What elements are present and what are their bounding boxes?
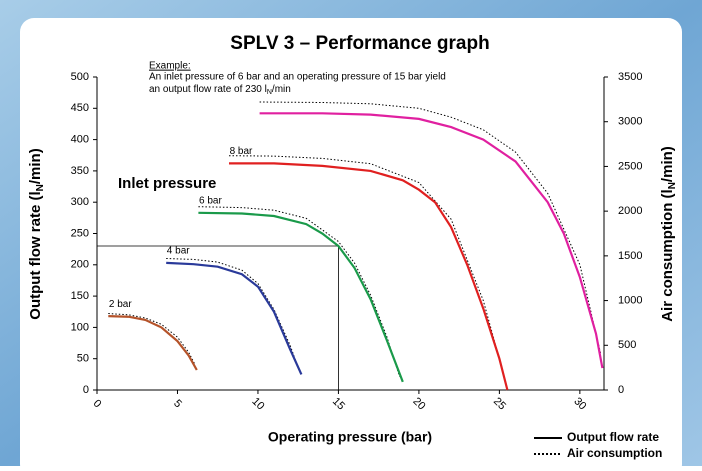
series-label: 6 bar	[199, 195, 222, 206]
y2-tick-label: 1000	[618, 294, 642, 306]
y2-axis-label: Air consumption (l	[659, 189, 676, 322]
series-label: 4 bar	[167, 246, 190, 257]
annotation: An inlet pressure of 6 bar and an operat…	[149, 72, 446, 83]
y-tick-label: 100	[71, 321, 89, 333]
flow-line	[108, 315, 198, 371]
y-tick-label: 200	[71, 259, 89, 271]
legend-label: Output flow rate	[567, 430, 659, 444]
air-line	[166, 258, 301, 373]
y-tick-label: 300	[71, 196, 89, 208]
y-tick-label: 500	[71, 71, 89, 83]
y2-tick-label: 3500	[618, 71, 642, 83]
y-axis-label: Output flow rate (l	[27, 191, 44, 319]
y2-tick-label: 0	[618, 384, 624, 396]
y-tick-label: 350	[71, 165, 89, 177]
y-tick-label: 400	[71, 134, 89, 146]
y2-tick-label: 2500	[618, 160, 642, 172]
annotation: Inlet pressure	[118, 175, 216, 192]
y-axis-label: N	[35, 184, 46, 191]
y-tick-label: 0	[83, 384, 89, 396]
x-axis-label: Operating pressure (bar)	[268, 429, 432, 445]
air-line	[228, 155, 505, 377]
y-axis-label: Output flow rate (lN/min)	[27, 148, 46, 319]
chart-title: SPLV 3 – Performance graph	[230, 33, 489, 54]
y-axis-label: /min)	[27, 148, 44, 184]
flow-line	[166, 261, 303, 375]
series-label: 2 bar	[109, 299, 132, 310]
flow-line	[229, 162, 509, 391]
y2-axis-label: N	[667, 182, 678, 189]
flow-line	[198, 211, 404, 383]
annotation: an output flow rate of 230 lN/min	[149, 84, 291, 96]
y2-axis-label: Air consumption (lN/min)	[659, 146, 678, 322]
y-tick-label: 150	[71, 290, 89, 302]
y-tick-label: 50	[77, 353, 89, 365]
air-line	[259, 101, 602, 355]
y-tick-label: 250	[71, 227, 89, 239]
series-label: 8 bar	[230, 146, 253, 157]
y2-tick-label: 2000	[618, 205, 642, 217]
y2-tick-label: 500	[618, 339, 636, 351]
legend-label: Air consumption	[567, 446, 662, 460]
y2-tick-label: 1500	[618, 250, 642, 262]
annotation: an output flow rate of 230 l	[149, 84, 267, 95]
annotation: /min	[272, 84, 291, 95]
y2-tick-label: 3000	[618, 116, 642, 128]
y-tick-label: 450	[71, 102, 89, 114]
flow-line	[259, 112, 604, 369]
annotation: Example:	[149, 61, 191, 72]
annotation: N	[267, 89, 272, 96]
panel	[20, 18, 682, 471]
y2-axis-label: /min)	[659, 146, 676, 182]
